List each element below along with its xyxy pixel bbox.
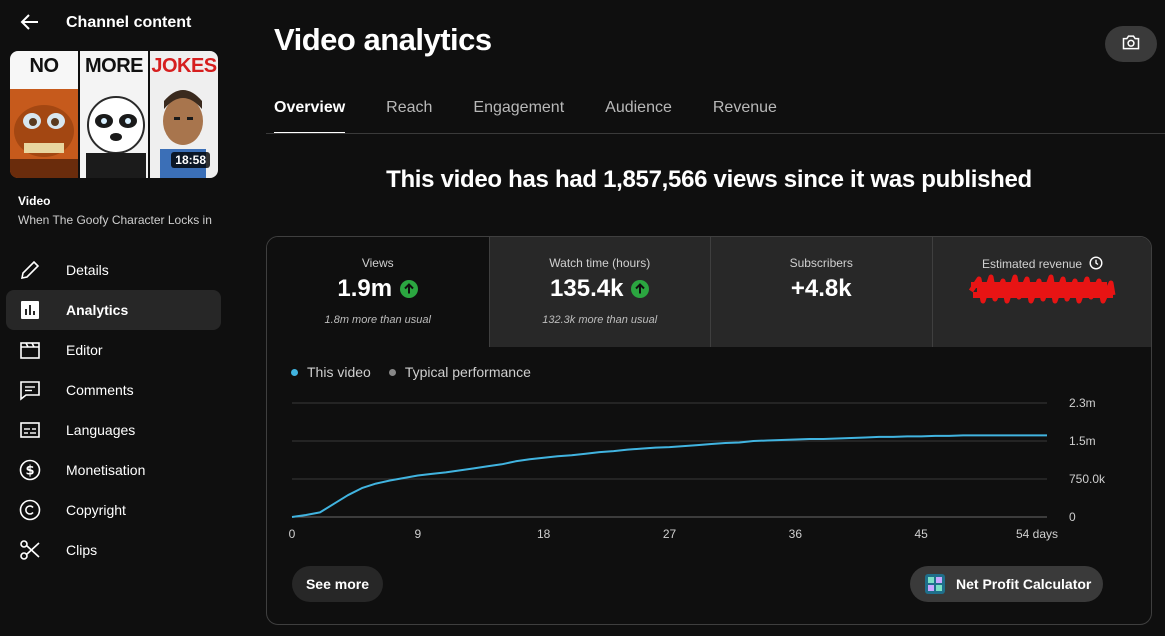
metric-watch-time[interactable]: Watch time (hours) 135.4k 132.3k more th… [488,237,711,347]
tab-overview[interactable]: Overview [274,96,346,134]
net-profit-calculator-button[interactable]: Net Profit Calculator [910,566,1103,602]
screenshot-button[interactable] [1105,26,1157,62]
sidebar-item-copyright[interactable]: Copyright [6,490,221,530]
metric-value-row: 1.9m [267,275,489,303]
thumb-word-3: JOKES [151,55,217,77]
x-tick-label: 45 [914,527,928,541]
back-arrow-icon[interactable] [18,10,42,34]
y-tick-label: 750.0k [1069,472,1106,486]
copyright-icon [18,498,42,522]
legend-dot-icon [291,368,298,376]
sidebar-item-label: Monetisation [66,462,146,478]
thumbnail-duration: 18:58 [171,152,210,168]
sidebar-item-label: Analytics [66,302,129,318]
views-line-chart[interactable]: 0 750.0k 1.5m 2.3m 0 9 18 27 36 45 54 days [267,387,1152,547]
metric-value-row: +4.8k [711,275,932,303]
metric-note: 132.3k more than usual [542,314,658,326]
sidebar-item-languages[interactable]: Languages [6,410,221,450]
channel-content-title: Channel content [66,14,192,31]
sidebar-item-comments[interactable]: Comments [6,370,221,410]
sidebar-item-label: Comments [66,382,134,398]
metric-tiles: Views 1.9m 1.8m more than usual Watch ti… [267,237,1152,348]
sidebar-item-label: Clips [66,542,98,558]
x-tick-label: 9 [414,527,421,541]
sidebar-item-monetisation[interactable]: $ Monetisation [6,450,221,490]
metric-value-row: 135.4k [490,275,711,303]
metric-estimated-revenue[interactable]: Estimated revenue [931,237,1152,347]
x-tick-label: 27 [663,527,677,541]
series-line-this-video [291,434,1047,518]
sidebar-item-label: Languages [66,422,136,438]
y-tick-label: 0 [1069,510,1076,524]
scissors-icon [18,538,42,562]
metric-label: Subscribers [789,256,853,270]
video-thumbnail[interactable]: NO MORE JOKES [10,51,218,178]
x-tick-label: 36 [789,527,803,541]
dollar-icon: $ [18,458,42,482]
x-tick-label: 18 [537,527,551,541]
chart-legend: This video Typical performance [291,364,549,380]
net-profit-calculator-label: Net Profit Calculator [956,576,1092,592]
calculator-icon [924,573,946,595]
sidebar-item-details[interactable]: Details [6,250,221,290]
clapperboard-icon [18,338,42,362]
metric-subscribers[interactable]: Subscribers +4.8k [710,237,932,347]
sidebar-item-editor[interactable]: Editor [6,330,221,370]
subtitles-icon [18,418,42,442]
camera-icon [1121,32,1141,57]
thumb-panel-2: MORE [78,51,148,178]
metric-label-row: Estimated revenue [933,256,1152,271]
legend-item-this-video[interactable]: This video [291,364,371,380]
analytics-card: Views 1.9m 1.8m more than usual Watch ti… [266,236,1152,625]
back-row[interactable] [18,10,42,34]
tab-engagement[interactable]: Engagement [473,99,565,116]
clock-icon [1089,256,1103,270]
redaction-scribble [968,274,1115,304]
page-title: Video analytics [274,22,492,57]
x-tick-label: 0 [289,527,296,541]
views-headline: This video has had 1,857,566 views since… [386,166,1032,193]
legend-dot-icon [388,368,396,376]
sidebar-item-label: Copyright [66,502,126,518]
x-tick-label: 54 days [1016,527,1058,541]
sidebar-item-label: Details [66,262,109,278]
tabs-divider [266,133,1165,134]
metric-value: 135.4k [550,275,624,302]
tab-revenue[interactable]: Revenue [712,99,777,116]
arrow-up-icon [631,280,650,298]
thumb-word-2: MORE [85,55,144,77]
legend-label: This video [307,364,371,380]
tab-audience[interactable]: Audience [605,99,672,116]
metric-note: 1.8m more than usual [324,314,431,326]
y-tick-label: 2.3m [1069,396,1096,410]
tab-reach[interactable]: Reach [386,99,433,116]
comment-icon [18,378,42,402]
thumb-panel-1: NO [10,51,78,178]
sidebar-item-analytics[interactable]: Analytics [6,290,221,330]
pencil-icon [18,258,42,282]
arrow-up-icon [400,280,419,298]
metric-label: Estimated revenue [982,257,1083,271]
y-tick-label: 1.5m [1069,434,1096,448]
analytics-icon [18,298,42,322]
video-title: When The Goofy Character Locks in [18,213,212,227]
svg-text:$: $ [25,464,34,479]
sidebar-item-clips[interactable]: Clips [6,530,221,570]
sidebar-nav: Details Analytics Editor Comments Langua… [6,250,221,570]
see-more-button[interactable]: See more [292,566,383,602]
thumb-word-1: NO [29,55,60,77]
metric-views[interactable]: Views 1.9m 1.8m more than usual [267,237,489,347]
sidebar-item-label: Editor [66,342,103,358]
legend-label: Typical performance [404,364,531,380]
legend-item-typical[interactable]: Typical performance [388,364,531,380]
analytics-tabs: Overview Reach Engagement Audience Reven… [274,96,818,134]
metric-label: Watch time (hours) [549,256,651,270]
metric-label: Views [361,256,394,270]
metric-value: +4.8k [790,275,852,302]
thumb-panel-3: JOKES 18:58 [148,51,218,178]
video-label: Video [18,194,51,208]
sidebar: Channel content NO MORE [0,0,230,636]
metric-value: 1.9m [337,275,393,302]
